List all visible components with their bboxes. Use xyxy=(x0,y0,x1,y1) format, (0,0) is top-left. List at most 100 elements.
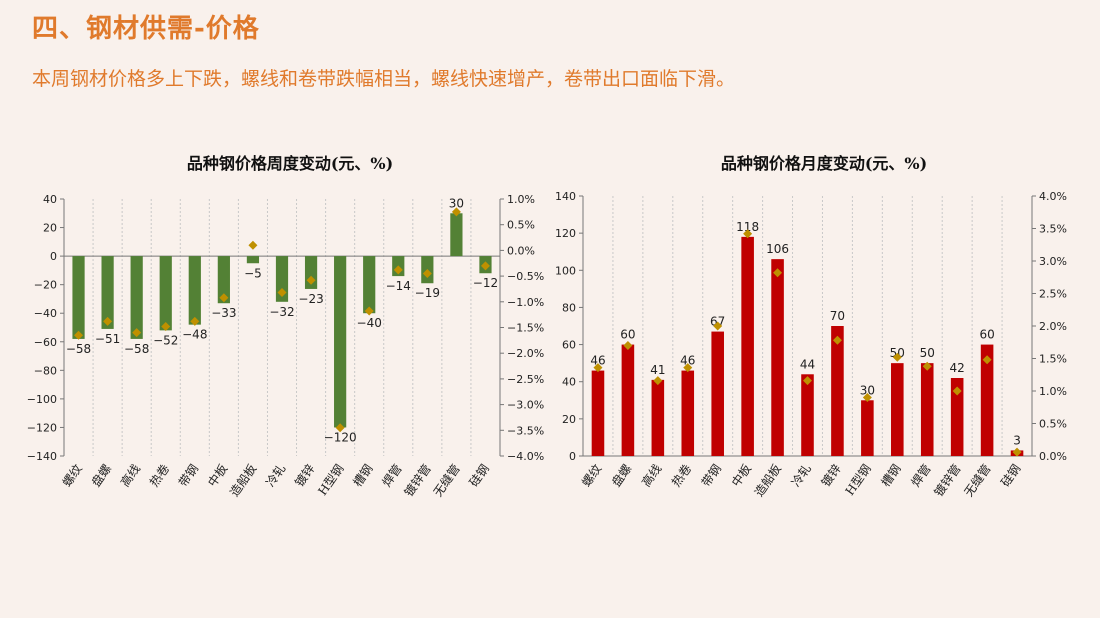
weekly-bar xyxy=(334,256,347,428)
monthly-chart-svg: 140 120 100 80 60 40 20 0 4.0% 3.5% 3.0% 2.5% 2.0% 1.… xyxy=(555,190,1067,500)
weekly-data-label: −58 xyxy=(66,342,91,356)
weekly-y2tick-label: 0.0% xyxy=(507,244,535,257)
weekly-y2tick-label: 1.0% xyxy=(507,193,535,206)
weekly-ytick-label: −140 xyxy=(27,450,57,463)
monthly-y2tick-label: 3.0% xyxy=(1039,255,1067,268)
monthly-marker xyxy=(653,376,663,386)
monthly-marker xyxy=(683,363,693,373)
weekly-data-label: −120 xyxy=(324,430,357,444)
weekly-bar xyxy=(275,256,289,302)
weekly-bar xyxy=(217,256,230,304)
weekly-marker xyxy=(74,330,84,340)
weekly-marker xyxy=(364,306,374,316)
weekly-marker xyxy=(335,423,345,433)
weekly-y2tick-label: −0.5% xyxy=(507,270,544,283)
weekly-y2tick-label: −1.0% xyxy=(507,296,544,309)
monthly-marker xyxy=(803,376,812,386)
weekly-y2tick-label: −1.5% xyxy=(507,322,544,335)
weekly-category-label: 带钢 xyxy=(176,462,201,490)
weekly-data-label: −40 xyxy=(357,316,382,330)
weekly-marker xyxy=(132,328,142,338)
monthly-marker xyxy=(952,386,962,396)
weekly-marker xyxy=(393,265,403,275)
monthly-bar xyxy=(771,259,784,456)
weekly-bar xyxy=(159,256,172,331)
monthly-bar xyxy=(801,374,814,456)
monthly-category-label: 焊管 xyxy=(908,461,934,489)
monthly-category-label: 盘螺 xyxy=(608,461,634,489)
monthly-category-label: H型钢 xyxy=(843,462,874,498)
monthly-ytick-label: 140 xyxy=(555,190,576,203)
monthly-ytick-label: 20 xyxy=(562,413,576,426)
monthly-marker xyxy=(1012,447,1022,457)
monthly-data-label: 42 xyxy=(950,361,965,375)
weekly-chart-title: 品种钢价格周度变动(元、%) xyxy=(186,154,394,173)
monthly-bar xyxy=(681,370,695,456)
weekly-y2tick-label: −3.5% xyxy=(507,424,544,437)
weekly-category-label: H型钢 xyxy=(315,462,346,498)
weekly-marker xyxy=(219,293,229,303)
weekly-category-label: 冷轧 xyxy=(263,462,288,490)
weekly-y2tick-label: −3.0% xyxy=(507,399,544,412)
weekly-data-label: −5 xyxy=(244,266,262,280)
monthly-ytick-label: 40 xyxy=(562,376,576,389)
monthly-category-label: 镀锌管 xyxy=(931,461,964,499)
monthly-category-label: 造船板 xyxy=(752,462,784,500)
monthly-data-label: 118 xyxy=(736,220,759,234)
weekly-bar xyxy=(363,256,376,314)
weekly-ytick-label: 0 xyxy=(50,250,57,263)
weekly-category-label: 槽钢 xyxy=(350,462,375,490)
monthly-bar xyxy=(920,363,934,456)
monthly-bar xyxy=(711,331,724,456)
weekly-category-label: 造船板 xyxy=(227,462,259,500)
weekly-data-label: −32 xyxy=(269,305,294,319)
monthly-bar xyxy=(741,236,754,456)
monthly-category-label: 镀锌 xyxy=(819,462,844,490)
weekly-bar xyxy=(188,256,201,325)
monthly-category-label: 硅钢 xyxy=(998,462,1023,490)
weekly-price-chart: 品种钢价格周度变动(元、%) 40 20 0 −20 −40 −60 −80 −100 −120… xyxy=(20,140,560,618)
weekly-chart-svg: 40 20 0 −20 −40 −60 −80 −100 −120 −140 1.0% 0.5% 0.0… xyxy=(27,193,544,500)
weekly-data-label: −48 xyxy=(182,328,207,342)
monthly-marker xyxy=(713,321,723,331)
weekly-bar xyxy=(72,256,85,339)
weekly-category-label: 热卷 xyxy=(146,461,172,489)
monthly-category-label: 槽钢 xyxy=(879,462,904,490)
monthly-y2tick-label: 0.0% xyxy=(1039,450,1067,463)
monthly-bar xyxy=(621,344,635,456)
weekly-ytick-label: −80 xyxy=(34,364,57,377)
monthly-data-label: 46 xyxy=(680,354,695,368)
monthly-data-label: 50 xyxy=(920,346,935,360)
monthly-data-label: 60 xyxy=(620,328,635,342)
monthly-ytick-label: 120 xyxy=(555,227,576,240)
monthly-marker xyxy=(593,363,603,373)
weekly-marker xyxy=(190,316,200,326)
weekly-data-label: 30 xyxy=(449,196,464,210)
monthly-data-label: 44 xyxy=(800,357,815,371)
monthly-category-label: 螺纹 xyxy=(579,462,604,490)
monthly-data-label: 60 xyxy=(979,328,994,342)
weekly-bar xyxy=(450,213,463,257)
weekly-y2tick-label: 0.5% xyxy=(507,219,535,232)
monthly-y2tick-label: 1.0% xyxy=(1039,385,1067,398)
monthly-data-label: 3 xyxy=(1013,433,1021,447)
weekly-y2tick-label: −2.0% xyxy=(507,347,544,360)
monthly-category-label: 高线 xyxy=(638,461,664,489)
weekly-data-label: −52 xyxy=(153,333,178,347)
weekly-y2tick-label: −2.5% xyxy=(507,373,544,386)
weekly-data-label: −51 xyxy=(95,332,120,346)
weekly-marker xyxy=(451,207,461,217)
weekly-marker xyxy=(480,261,490,271)
monthly-ytick-label: 100 xyxy=(555,264,576,277)
weekly-ytick-label: −40 xyxy=(34,307,57,320)
monthly-category-label: 无缝管 xyxy=(961,461,994,499)
weekly-category-label: 镀锌管 xyxy=(401,461,434,499)
monthly-y2tick-label: 3.5% xyxy=(1039,223,1067,236)
monthly-bar xyxy=(861,400,874,456)
monthly-category-label: 热卷 xyxy=(668,461,694,489)
monthly-marker xyxy=(773,268,783,278)
weekly-ytick-label: −100 xyxy=(27,393,57,406)
monthly-bar xyxy=(831,326,844,456)
monthly-bar xyxy=(651,379,665,456)
monthly-bar xyxy=(950,378,964,456)
